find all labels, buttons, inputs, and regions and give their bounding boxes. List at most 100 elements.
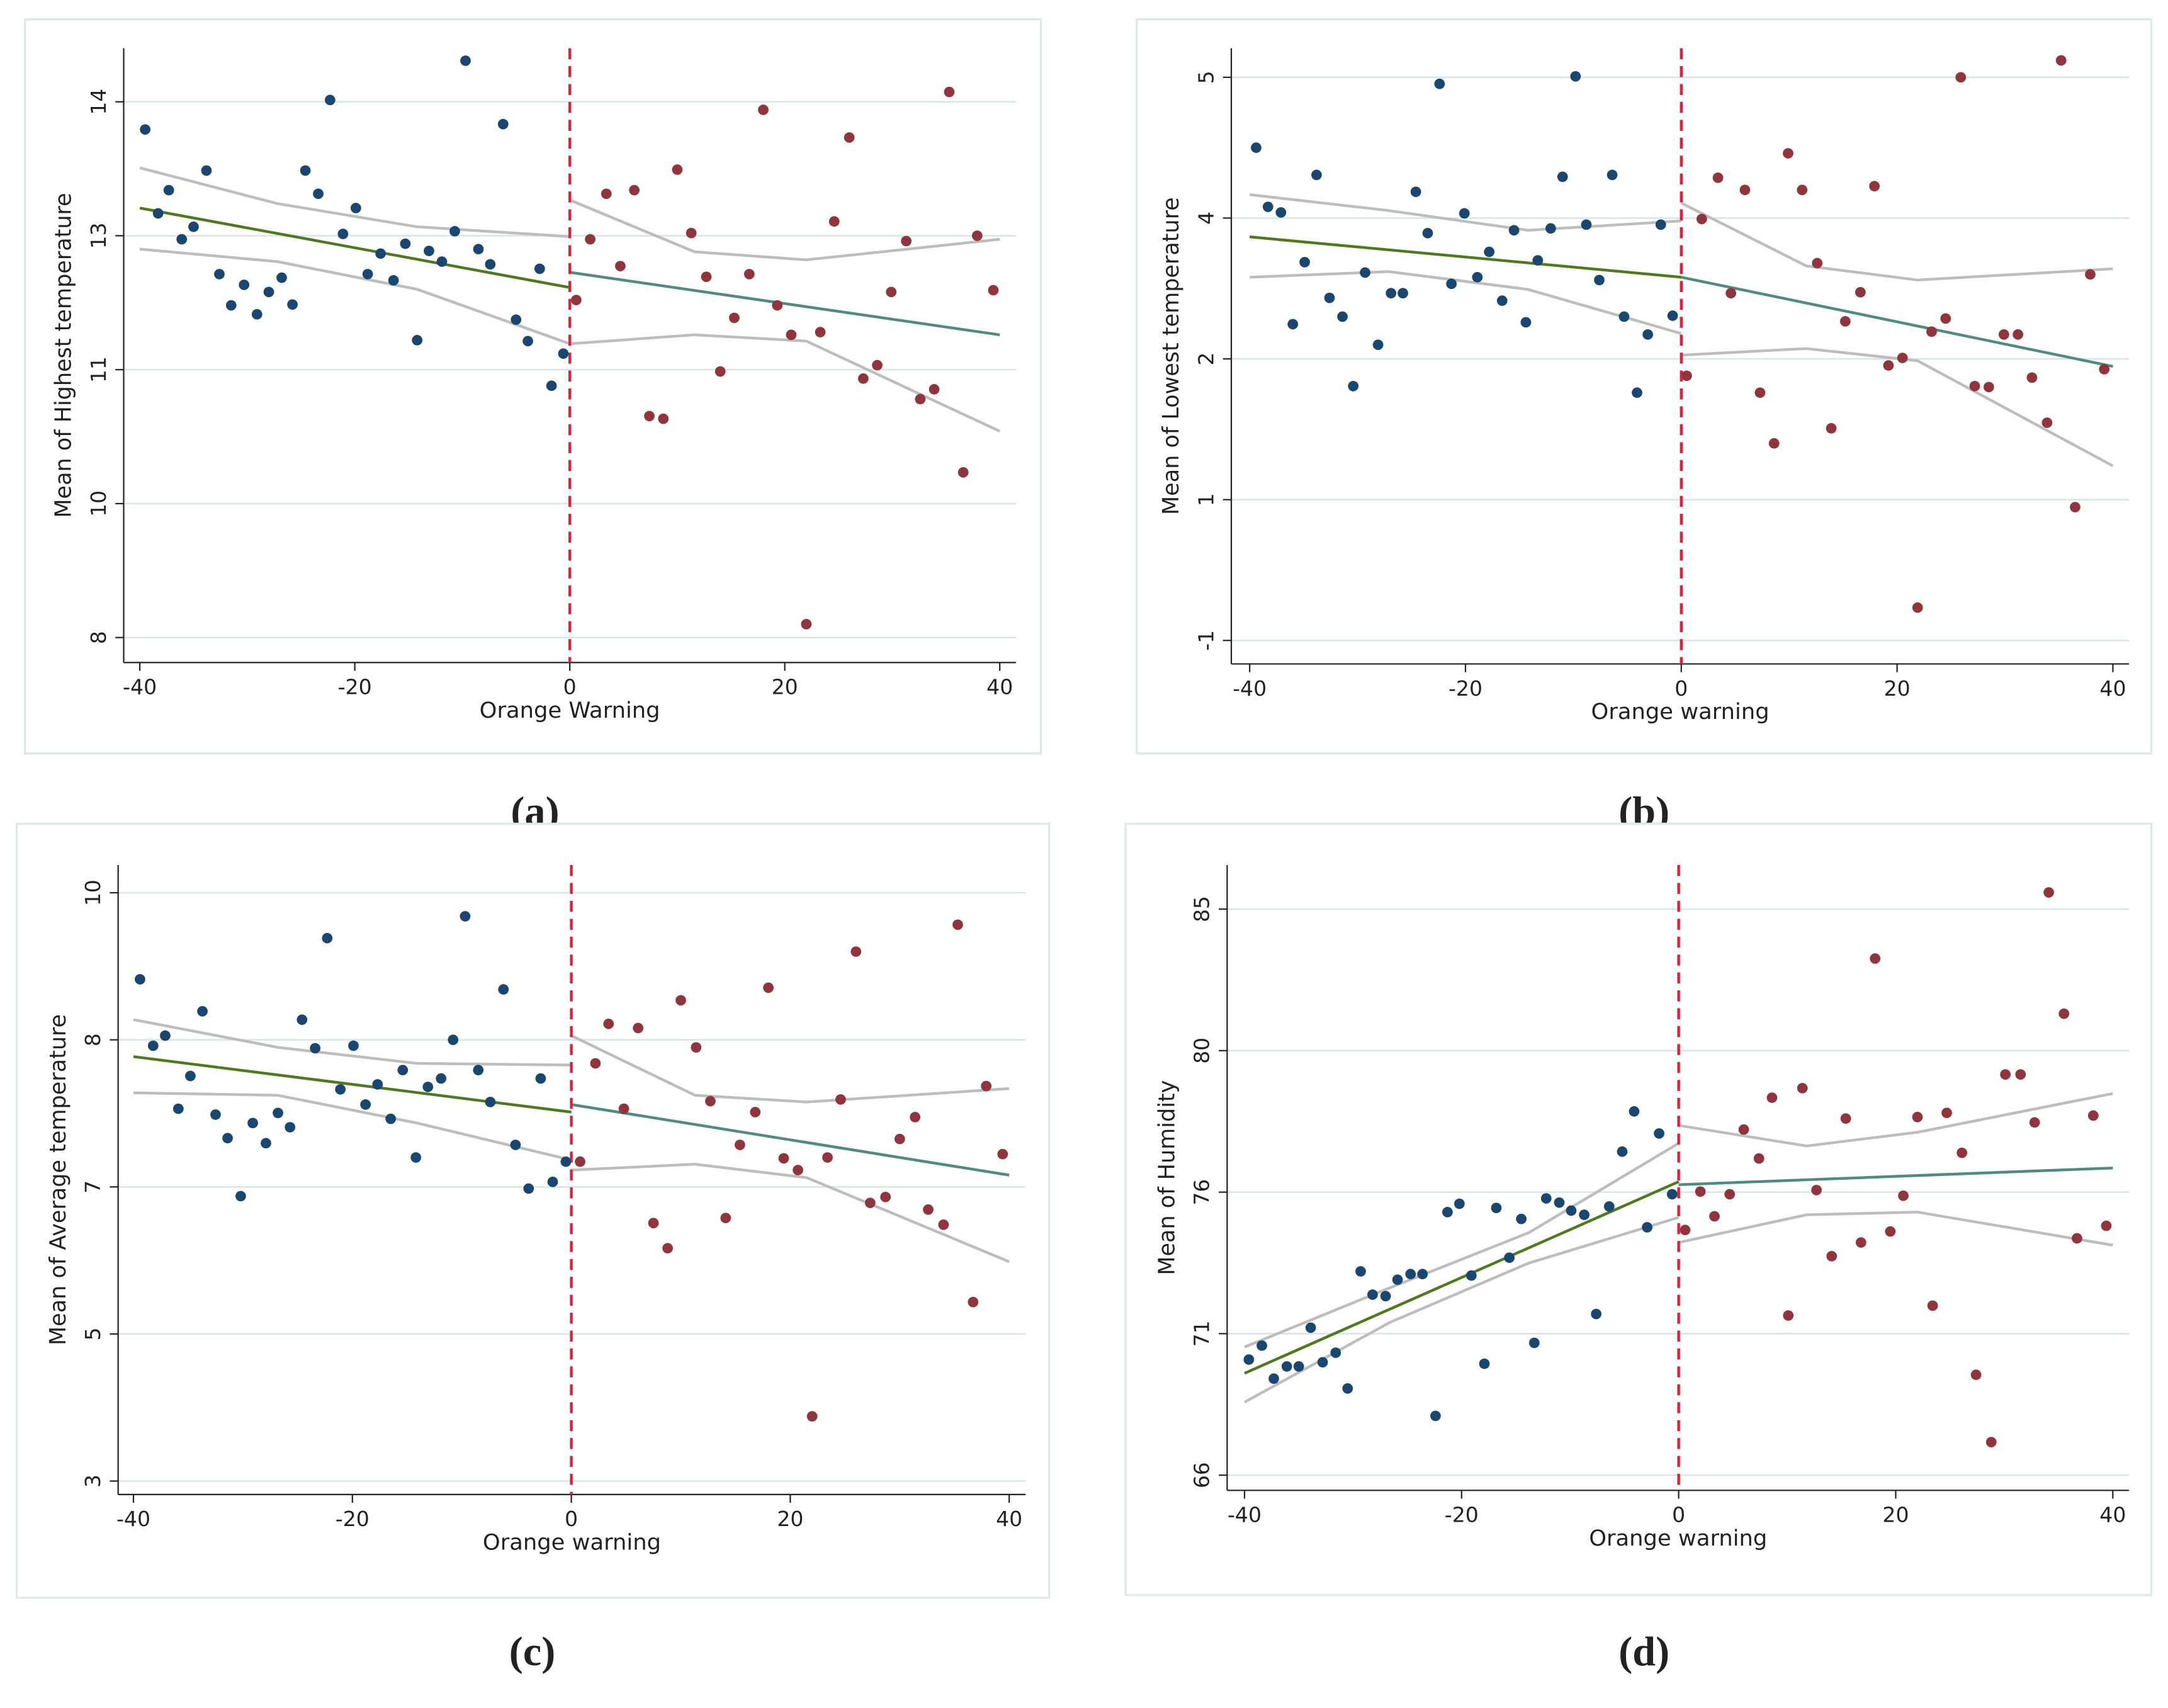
point	[1446, 278, 1457, 290]
point	[1367, 1289, 1378, 1300]
point	[1360, 267, 1370, 278]
point	[1812, 257, 1823, 269]
y-tick-label: 10	[81, 879, 105, 906]
point	[460, 911, 471, 922]
point	[915, 393, 926, 405]
point	[1442, 1207, 1453, 1218]
y-tick-label: 76	[1190, 1179, 1214, 1206]
point	[968, 1296, 979, 1308]
point	[1281, 1361, 1292, 1372]
point	[448, 1034, 459, 1045]
point	[2058, 1008, 2070, 1019]
point	[1603, 1201, 1615, 1212]
point	[322, 932, 333, 944]
point	[1754, 387, 1766, 399]
point	[1695, 1186, 1706, 1197]
fit-line	[133, 1091, 572, 1162]
point	[1797, 184, 1808, 196]
point	[1256, 1340, 1267, 1351]
point	[1766, 1092, 1778, 1103]
point	[152, 208, 164, 219]
point	[473, 244, 484, 255]
x-tick-label: 20	[1884, 676, 1911, 701]
point	[534, 263, 545, 274]
point	[210, 1109, 221, 1120]
x-axis-label: Orange warning	[1591, 699, 1770, 725]
x-tick-label: 40	[986, 675, 1013, 699]
y-tick-label: 10	[86, 490, 111, 517]
point	[952, 919, 963, 930]
fit-line	[1250, 270, 1682, 335]
point	[1594, 274, 1605, 286]
fit-line	[1681, 276, 2113, 368]
point	[633, 1022, 644, 1034]
point	[485, 259, 496, 270]
point	[1725, 288, 1737, 299]
x-tick-label: 0	[563, 675, 577, 699]
point	[701, 271, 712, 282]
point	[300, 165, 311, 176]
x-axis-label: Orange Warning	[480, 698, 660, 723]
fit-line	[139, 247, 570, 346]
point	[436, 256, 448, 267]
point	[285, 1122, 296, 1133]
point	[590, 1058, 601, 1069]
y-tick-label: 66	[1190, 1462, 1214, 1488]
point	[997, 1148, 1008, 1160]
point	[743, 269, 755, 280]
point	[1262, 201, 1273, 212]
point	[886, 286, 897, 298]
point	[362, 269, 373, 280]
point	[360, 1099, 371, 1110]
point	[1709, 1211, 1720, 1222]
point	[335, 1084, 346, 1095]
point	[2101, 1220, 2112, 1231]
point	[750, 1107, 761, 1117]
fit-line	[571, 1163, 1010, 1264]
point	[735, 1140, 745, 1150]
x-tick-label: 20	[777, 1507, 803, 1531]
point	[273, 1107, 283, 1119]
point	[872, 359, 883, 371]
point	[575, 1156, 585, 1167]
point	[857, 373, 869, 384]
point	[1243, 1354, 1255, 1365]
fit-line	[569, 271, 1000, 337]
point	[1840, 1113, 1851, 1124]
point	[1783, 148, 1793, 159]
point	[135, 974, 145, 985]
point	[160, 1030, 171, 1041]
x-tick-label: -20	[1445, 1503, 1479, 1527]
point	[1330, 1347, 1341, 1358]
fit-line	[1680, 201, 2113, 282]
point	[1540, 1193, 1552, 1204]
point	[296, 1014, 308, 1025]
y-axis-label: Mean of Average temperature	[45, 1014, 71, 1345]
point	[618, 1103, 630, 1114]
point	[585, 234, 596, 245]
y-axis-label: Mean of Lowest temperature	[1158, 197, 1184, 515]
x-tick-label: -40	[116, 1507, 150, 1531]
point	[313, 188, 324, 200]
x-tick-label: 20	[1882, 1503, 1909, 1527]
point	[778, 1153, 789, 1164]
y-tick-label: 4	[1194, 212, 1218, 225]
point	[522, 336, 533, 347]
point	[1287, 319, 1299, 330]
point	[648, 1218, 659, 1229]
point	[1275, 207, 1287, 218]
point	[1956, 1147, 1968, 1158]
point	[758, 105, 769, 115]
point	[835, 1094, 846, 1105]
x-tick-label: 0	[565, 1507, 578, 1531]
x-tick-label: 40	[2099, 676, 2126, 701]
point	[601, 188, 612, 200]
point	[1826, 1251, 1838, 1262]
fit-line	[1678, 1092, 2113, 1148]
point	[1579, 1209, 1590, 1220]
x-tick-label: 0	[1672, 1503, 1685, 1527]
point	[1591, 1308, 1602, 1320]
point	[1606, 169, 1618, 181]
point	[348, 1040, 359, 1051]
point	[197, 1005, 208, 1017]
